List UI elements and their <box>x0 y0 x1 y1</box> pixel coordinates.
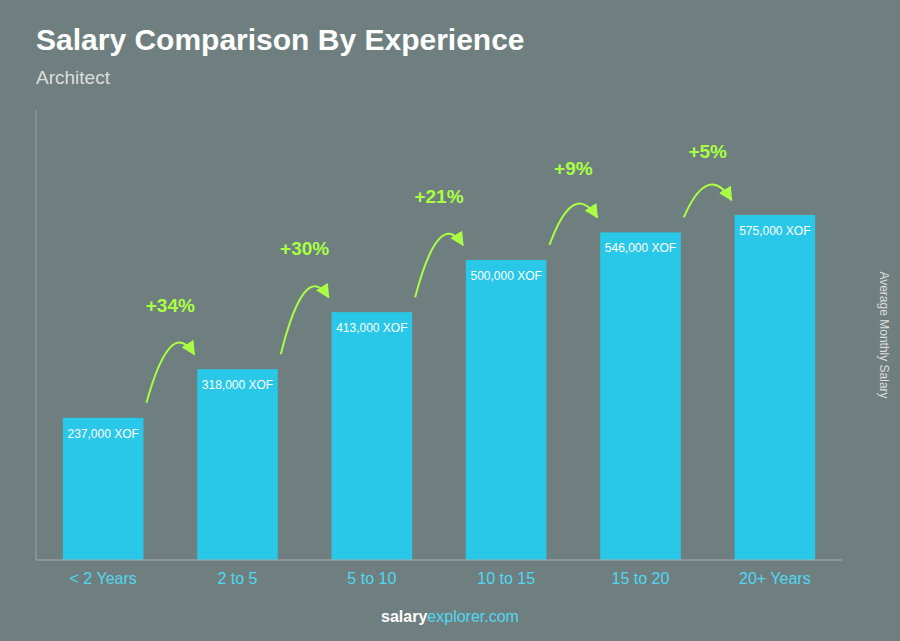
x-tick-label: 2 to 5 <box>217 570 257 587</box>
annotation: +30% <box>280 238 329 259</box>
subtitle: Architect <box>36 67 111 88</box>
x-tick-label: < 2 Years <box>70 570 137 587</box>
data-label: 237,000 XOF <box>67 427 138 441</box>
x-tick-label: 15 to 20 <box>612 570 670 587</box>
x-tick-label: 20+ Years <box>739 570 811 587</box>
bar <box>197 369 278 560</box>
data-label: 500,000 XOF <box>470 269 541 283</box>
change-arrow <box>549 203 597 245</box>
data-label: 546,000 XOF <box>605 241 676 255</box>
data-label: 318,000 XOF <box>202 378 273 392</box>
footer-part: salary <box>381 608 427 625</box>
bars <box>63 215 815 560</box>
y-axis-line <box>36 110 37 560</box>
bar <box>600 232 681 560</box>
x-tick-label: 5 to 10 <box>347 570 396 587</box>
x-tick-label: 10 to 15 <box>477 570 535 587</box>
annotation: +5% <box>688 141 727 162</box>
data-labels: 237,000 XOF 318,000 XOF 413,000 XOF 500,000… <box>67 224 810 441</box>
footer: salaryexplorer.com <box>381 608 519 625</box>
annotations: +34% +30% +21% +9% +5% <box>146 141 732 403</box>
change-arrow <box>146 343 194 403</box>
chart: Salary Comparison By Experience Architect… <box>0 0 900 641</box>
bar <box>466 260 547 560</box>
annotation: +9% <box>554 158 593 179</box>
data-label: 413,000 XOF <box>336 321 407 335</box>
bar <box>332 312 413 560</box>
x-ticks: < 2 Years 2 to 5 5 to 10 10 to 15 15 to 20 20… <box>70 570 811 587</box>
change-arrow <box>415 234 463 297</box>
x-axis-line <box>36 560 842 561</box>
footer-part: explorer.com <box>427 608 519 625</box>
annotation: +34% <box>146 295 195 316</box>
annotation: +21% <box>414 186 463 207</box>
data-label: 575,000 XOF <box>739 224 810 238</box>
background <box>0 0 900 641</box>
y-axis-label: Average Monthly Salary <box>877 271 891 398</box>
bar <box>63 418 144 560</box>
change-arrow <box>281 286 329 354</box>
bar <box>735 215 816 560</box>
change-arrow <box>684 185 732 218</box>
title: Salary Comparison By Experience <box>36 23 525 56</box>
